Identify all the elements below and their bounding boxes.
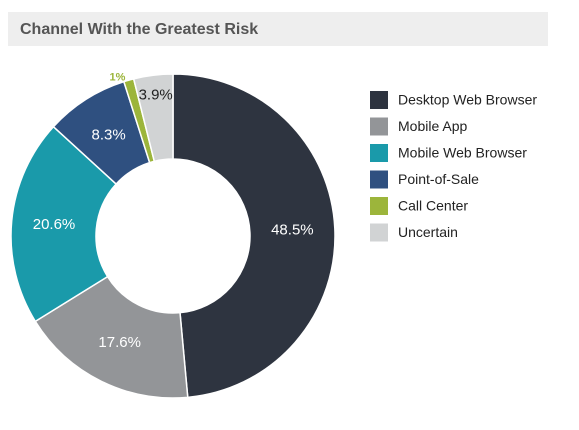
- legend-label: Mobile App: [398, 118, 467, 134]
- legend-label: Uncertain: [398, 224, 458, 240]
- data-label: 8.3%: [91, 126, 125, 143]
- donut-slice: [34, 275, 189, 399]
- legend-swatch: [370, 91, 388, 109]
- data-label: 3.9%: [139, 87, 173, 104]
- data-label: 20.6%: [33, 216, 76, 233]
- donut-slice: [10, 125, 118, 323]
- legend-label: Call Center: [398, 198, 468, 214]
- chart-title: Channel With the Greatest Risk: [20, 21, 258, 38]
- title-bar: [8, 12, 548, 46]
- legend-label: Desktop Web Browser: [398, 92, 537, 108]
- legend-label: Mobile Web Browser: [398, 145, 527, 161]
- data-label: 17.6%: [98, 334, 141, 351]
- data-label: 1%: [110, 71, 126, 83]
- data-label: 48.5%: [271, 222, 314, 239]
- donut-slice: [132, 73, 174, 163]
- legend-swatch: [370, 223, 388, 242]
- legend-label: Point-of-Sale: [398, 171, 479, 187]
- legend-swatch: [370, 197, 388, 215]
- legend-swatch: [370, 117, 388, 136]
- donut-slice: [172, 73, 336, 399]
- legend-swatch: [370, 170, 388, 189]
- legend-swatch: [370, 144, 388, 162]
